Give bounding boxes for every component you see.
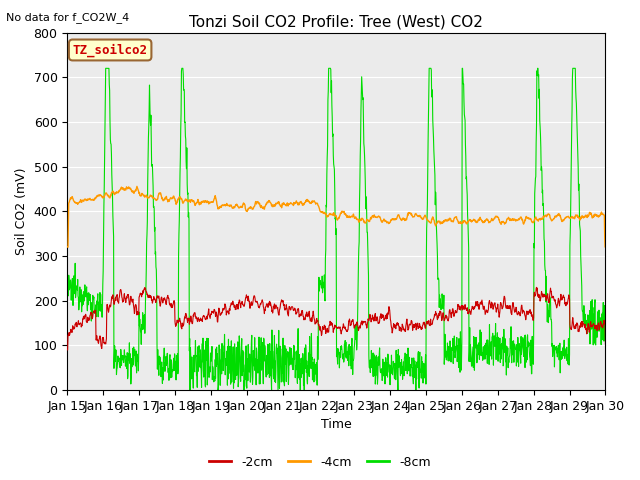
-8cm: [371, 352, 378, 358]
Legend: -2cm, -4cm, -8cm: -2cm, -4cm, -8cm: [204, 451, 436, 474]
-8cm: [102, 65, 109, 71]
-8cm: [602, 330, 609, 336]
-4cm: [127, 186, 134, 192]
-4cm: [303, 196, 311, 202]
-4cm: [63, 244, 71, 250]
-2cm: [105, 307, 113, 312]
-4cm: [105, 194, 113, 200]
Line: -4cm: -4cm: [67, 186, 605, 247]
-8cm: [314, 382, 321, 388]
Line: -8cm: -8cm: [67, 68, 605, 390]
-4cm: [370, 213, 378, 219]
-4cm: [602, 244, 609, 250]
-2cm: [303, 309, 310, 315]
-2cm: [370, 315, 378, 321]
-8cm: [186, 387, 194, 393]
-2cm: [292, 309, 300, 314]
-2cm: [602, 341, 609, 347]
-8cm: [63, 291, 71, 297]
-2cm: [127, 293, 134, 299]
-8cm: [292, 364, 300, 370]
-8cm: [303, 381, 311, 387]
Text: TZ_soilco2: TZ_soilco2: [73, 43, 148, 57]
-2cm: [312, 316, 320, 322]
-2cm: [63, 347, 71, 353]
Text: No data for f_CO2W_4: No data for f_CO2W_4: [6, 12, 130, 23]
-8cm: [106, 82, 113, 87]
-4cm: [313, 200, 321, 206]
Y-axis label: Soil CO2 (mV): Soil CO2 (mV): [15, 168, 28, 255]
-2cm: [532, 285, 540, 290]
-8cm: [127, 374, 135, 380]
-4cm: [133, 183, 141, 189]
X-axis label: Time: Time: [321, 419, 352, 432]
-4cm: [292, 200, 300, 205]
Line: -2cm: -2cm: [67, 288, 605, 350]
Title: Tonzi Soil CO2 Profile: Tree (West) CO2: Tonzi Soil CO2 Profile: Tree (West) CO2: [189, 15, 483, 30]
